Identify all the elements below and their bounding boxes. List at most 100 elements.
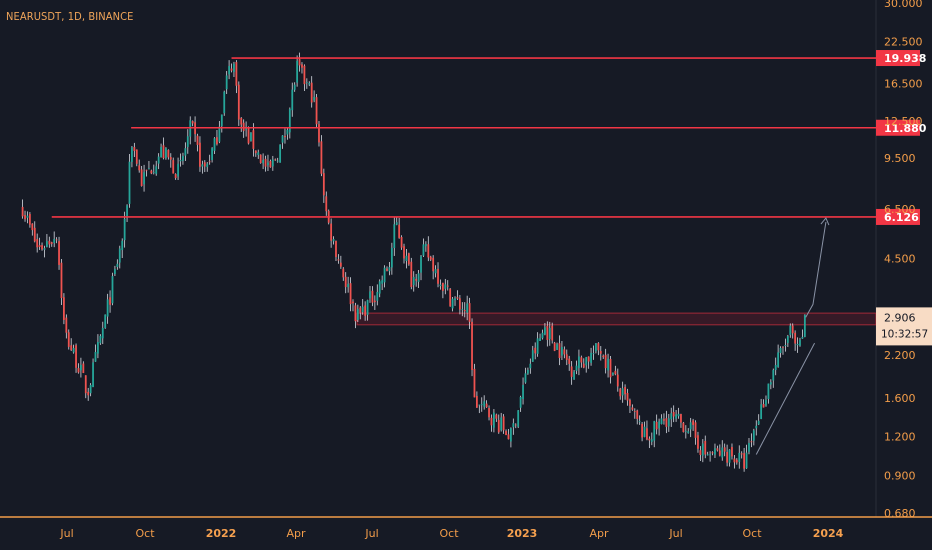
candle: [631, 404, 634, 411]
candle: [643, 421, 646, 438]
candle-body: [335, 240, 337, 258]
candle: [721, 440, 724, 461]
candle-body: [769, 382, 772, 385]
candle-body: [694, 422, 697, 438]
candle-body: [220, 114, 223, 126]
candle-body: [701, 443, 704, 456]
candle: [109, 290, 111, 313]
candle: [369, 285, 371, 303]
candle: [235, 60, 238, 94]
candle-body: [612, 372, 614, 375]
candle-body: [172, 160, 175, 174]
candle: [118, 245, 121, 269]
candle-body: [461, 309, 464, 311]
candle-body: [267, 162, 269, 166]
candle-body: [641, 423, 643, 438]
candle: [745, 444, 748, 469]
candle-body: [82, 363, 85, 373]
candle-body: [269, 160, 272, 168]
candle-body: [631, 407, 634, 410]
candle-body: [104, 314, 107, 328]
candle: [21, 199, 24, 219]
candle: [254, 150, 257, 157]
candle-body: [490, 417, 493, 426]
candle-body: [578, 356, 580, 369]
candle: [383, 265, 386, 288]
candle-body: [301, 64, 303, 68]
candle: [259, 154, 262, 164]
candle-body: [281, 135, 284, 143]
candle: [524, 367, 527, 384]
level-tag-label: 6.126: [884, 211, 919, 224]
candle: [527, 367, 529, 375]
candle: [291, 82, 294, 117]
level-tag-label: 19.938: [884, 52, 926, 65]
candle-body: [424, 244, 427, 247]
candle-body: [101, 327, 104, 339]
candle-body: [646, 428, 648, 440]
candle-body: [595, 343, 597, 352]
candle: [580, 355, 583, 368]
candle-body: [376, 291, 379, 301]
candle-body: [650, 439, 653, 442]
candle: [274, 158, 277, 161]
candle-body: [31, 223, 34, 231]
candle: [731, 443, 733, 460]
candle-body: [208, 161, 211, 163]
candle: [41, 242, 43, 251]
candle: [162, 137, 165, 160]
candle: [682, 421, 685, 433]
candle-body: [364, 305, 367, 316]
candle-body: [279, 144, 282, 163]
candle: [403, 243, 405, 264]
candle: [53, 231, 56, 248]
candle-body: [352, 301, 354, 304]
last-price-tag: 2.906 10:32:57: [876, 307, 932, 346]
candle: [565, 349, 568, 366]
candle-body: [539, 338, 541, 341]
candle: [495, 413, 498, 422]
candle: [607, 353, 609, 378]
candle-body: [497, 419, 500, 433]
candle: [765, 395, 767, 407]
candle-body: [784, 345, 787, 346]
candle: [381, 275, 384, 291]
candle: [609, 356, 612, 384]
candle: [801, 329, 804, 339]
candle-body: [259, 154, 262, 164]
y-tick-label: 22.500: [884, 36, 923, 49]
candle: [70, 338, 73, 352]
candle: [284, 128, 286, 144]
candle-body: [692, 420, 695, 425]
y-tick-label: 0.900: [884, 469, 916, 482]
candle: [301, 62, 303, 74]
candle: [597, 342, 600, 356]
candle-body: [716, 448, 719, 451]
candle: [201, 160, 204, 174]
candle: [335, 240, 337, 261]
candle: [199, 136, 201, 172]
candle-body: [383, 267, 386, 283]
candle-body: [565, 354, 568, 360]
candle-body: [354, 305, 357, 322]
candle-body: [133, 146, 136, 151]
candle-body: [672, 411, 675, 417]
candle-body: [201, 164, 204, 167]
candle: [738, 445, 741, 469]
candle: [439, 279, 442, 290]
candle: [505, 429, 507, 436]
candle: [228, 60, 230, 80]
candle-body: [36, 239, 39, 248]
candle: [667, 414, 670, 432]
x-tick-label: 2024: [813, 527, 844, 540]
candle-body: [590, 352, 592, 363]
y-tick-label: 6.500: [884, 203, 916, 216]
candle-body: [463, 310, 466, 312]
candle: [633, 408, 636, 419]
candle: [167, 149, 170, 160]
candle-body: [325, 196, 328, 212]
candle: [157, 153, 160, 170]
candle: [415, 273, 418, 287]
